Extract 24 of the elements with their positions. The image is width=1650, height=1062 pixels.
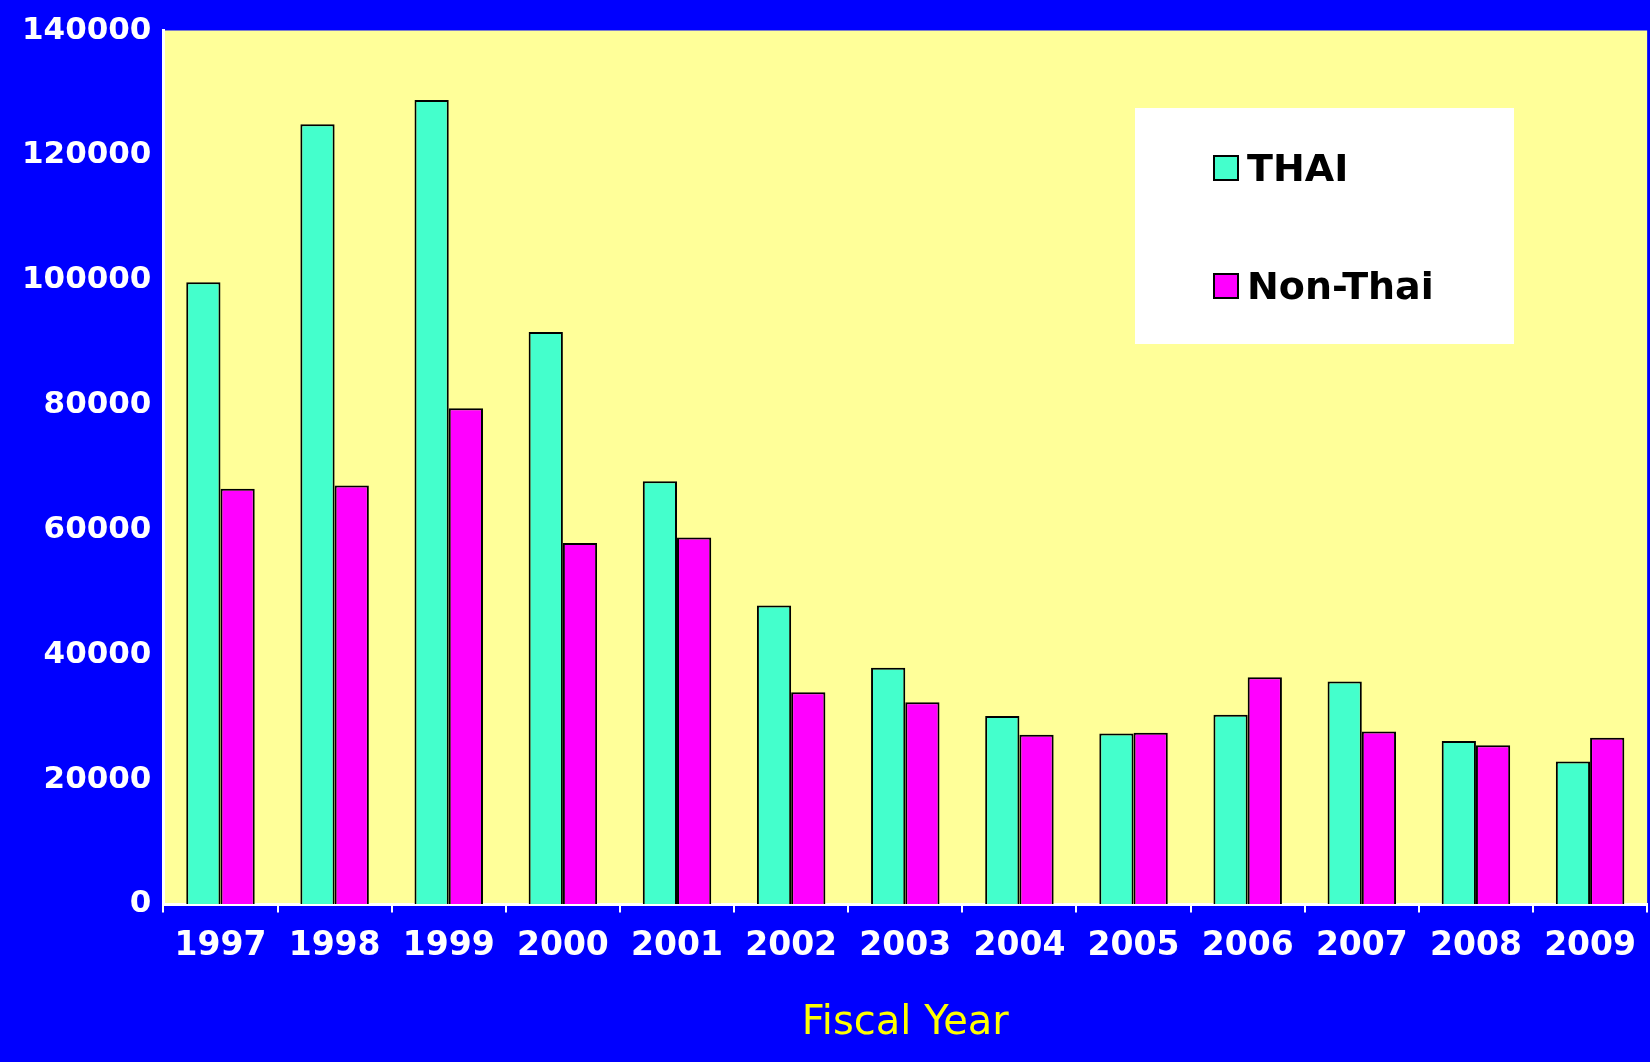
x-tick-label: 1997: [174, 923, 267, 963]
x-tick-label: 2000: [516, 923, 609, 963]
x-tick-label: 2006: [1201, 923, 1294, 963]
y-tick-label: 0: [129, 883, 152, 920]
y-tick-label: 140000: [22, 9, 152, 46]
legend-label: Non-Thai: [1247, 264, 1434, 308]
x-tick-label: 2005: [1087, 923, 1180, 963]
x-axis-title: Fiscal Year: [801, 997, 1010, 1044]
x-tick-label: 2004: [973, 923, 1066, 963]
x-tick-label: 2001: [631, 923, 723, 963]
x-tick-label: 2009: [1544, 923, 1637, 963]
y-tick-label: 20000: [43, 758, 152, 795]
x-tick-label: 1999: [402, 923, 495, 963]
y-tick-label: 120000: [22, 134, 152, 171]
y-tick-label: 60000: [43, 508, 152, 545]
x-tick-label: 2008: [1430, 923, 1522, 963]
x-tick-label: 2003: [859, 923, 952, 963]
y-tick-label: 40000: [43, 633, 152, 670]
x-tick-label: 2002: [745, 923, 838, 963]
x-tick-label: 1998: [288, 923, 381, 963]
x-tick-label: 2007: [1315, 923, 1408, 963]
y-tick-label: 80000: [43, 384, 152, 421]
legend-label: THAI: [1247, 146, 1349, 190]
y-tick-label: 100000: [22, 259, 152, 296]
